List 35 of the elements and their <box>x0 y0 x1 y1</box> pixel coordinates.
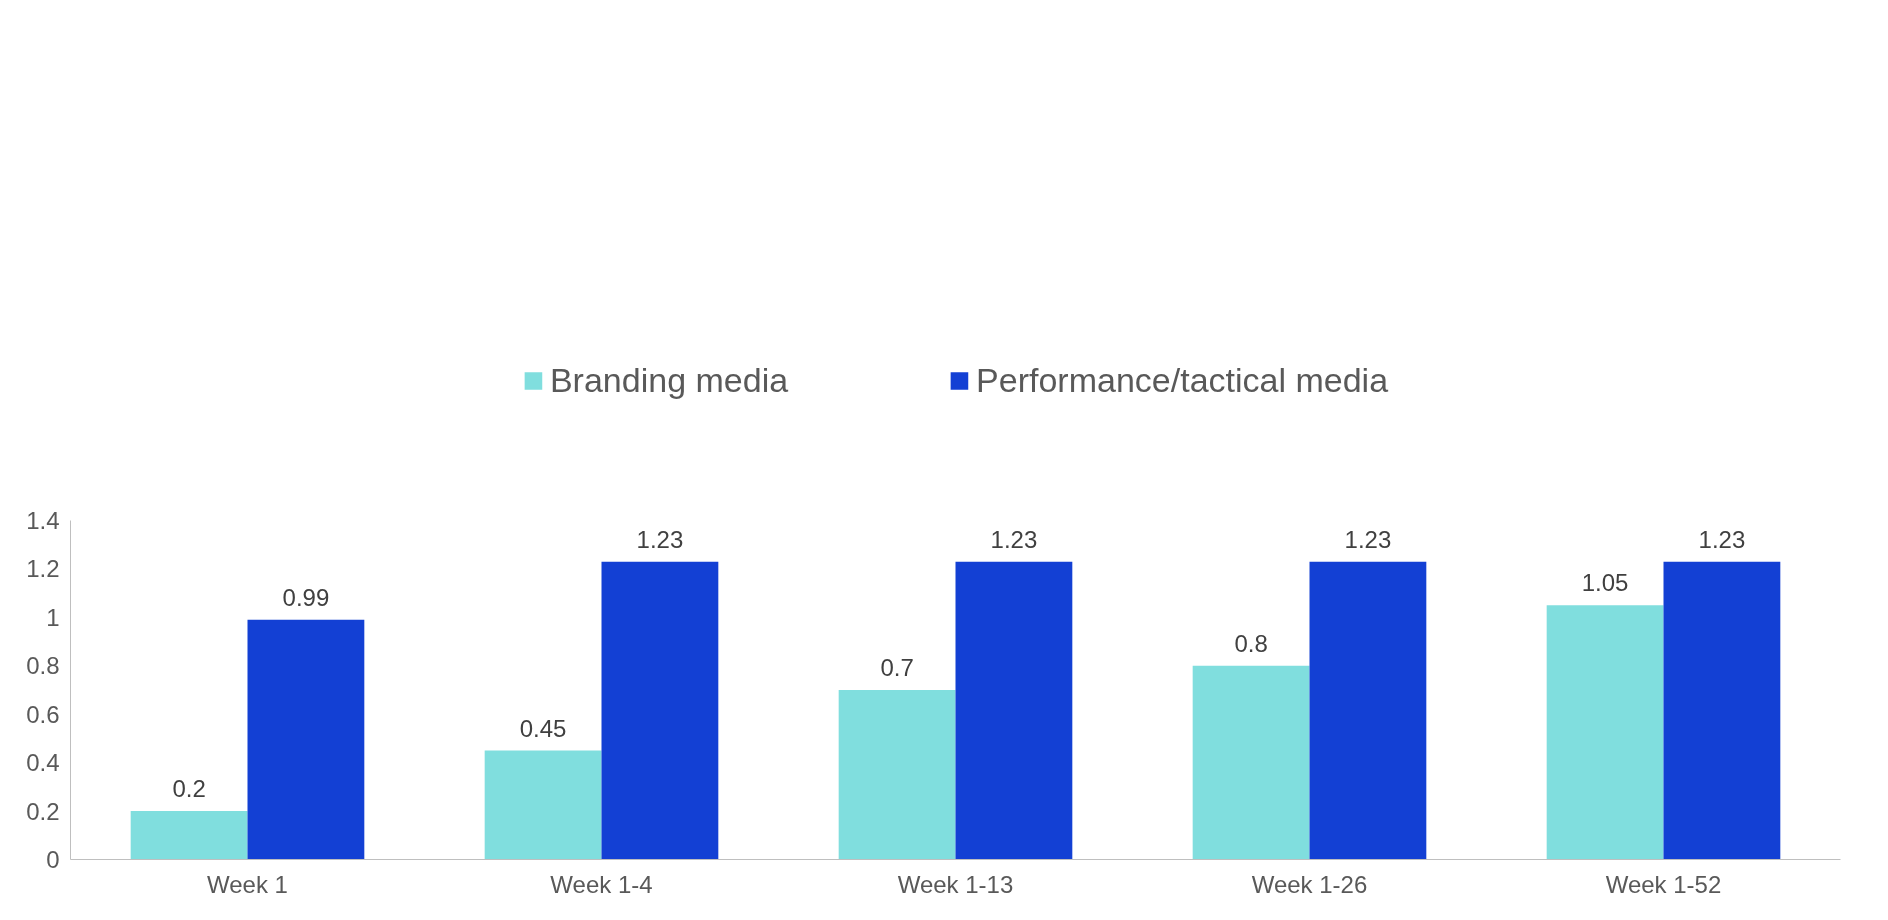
y-tick-label: 1.2 <box>26 555 60 583</box>
legend-label: Branding media <box>549 360 789 400</box>
data-label: 0.2 <box>172 775 206 803</box>
bar <box>1663 561 1781 860</box>
data-label: 0.99 <box>282 583 330 611</box>
x-tick-label: Week 1-26 <box>1251 870 1368 898</box>
bar <box>1546 605 1664 860</box>
y-tick-label: 0.4 <box>26 749 60 777</box>
x-tick-label: Week 1-4 <box>550 870 653 898</box>
bar <box>838 690 956 860</box>
x-tick-label: Week 1-52 <box>1605 870 1722 898</box>
x-tick-label: Week 1-13 <box>897 870 1014 898</box>
y-tick-label: 0.2 <box>26 797 60 825</box>
data-label: 1.05 <box>1581 569 1629 597</box>
legend-label: Performance/tactical media <box>976 360 1389 400</box>
y-tick-label: 0.8 <box>26 652 60 680</box>
bar <box>247 619 365 860</box>
data-label: 0.8 <box>1234 629 1268 657</box>
data-label: 1.23 <box>990 525 1038 553</box>
bar <box>955 561 1073 860</box>
bar <box>130 811 248 860</box>
bar <box>1192 665 1310 860</box>
bar <box>1309 561 1427 860</box>
data-label: 0.45 <box>519 714 567 742</box>
data-label: 1.23 <box>1698 525 1746 553</box>
bar <box>484 750 602 860</box>
data-label: 0.7 <box>880 654 914 681</box>
x-tick-label: Week 1 <box>207 870 288 898</box>
bar <box>601 561 719 860</box>
data-label: 1.23 <box>1344 525 1392 553</box>
y-tick-label: 1.4 <box>26 507 60 534</box>
y-tick-label: 0.6 <box>26 700 60 728</box>
y-tick-label: 0 <box>46 846 60 873</box>
data-label: 1.23 <box>636 525 684 553</box>
y-tick-label: 1 <box>46 603 60 631</box>
